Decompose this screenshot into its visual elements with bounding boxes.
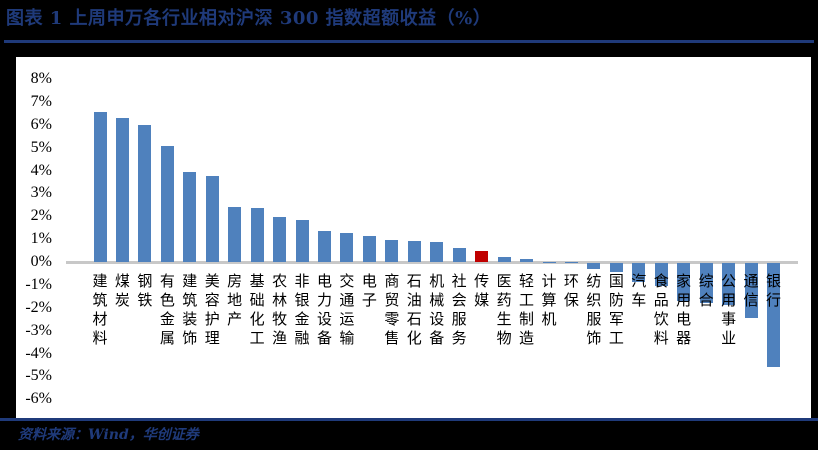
bar-社会服务 xyxy=(452,248,466,262)
category-label: 建筑装饰 xyxy=(182,272,198,347)
top-divider xyxy=(4,40,814,43)
category-label: 非银金融 xyxy=(294,272,310,347)
bar-综合 xyxy=(699,263,713,304)
category-label: 通信 xyxy=(743,272,759,309)
category-label: 轻工制造 xyxy=(519,272,535,347)
y-tick-label: -6% xyxy=(25,390,52,408)
category-label: 美容护理 xyxy=(204,272,220,347)
category-label: 电力设备 xyxy=(316,272,332,347)
category-label: 国防军工 xyxy=(608,272,624,347)
bar-轻工制造 xyxy=(520,258,534,262)
bar-家用电器 xyxy=(677,263,691,301)
bar-传媒 xyxy=(475,251,489,262)
bar-有色金属 xyxy=(160,146,174,262)
bar-非银金融 xyxy=(295,219,309,262)
category-label: 机械设备 xyxy=(429,272,445,347)
category-label: 社会服务 xyxy=(451,272,467,347)
category-label: 商贸零售 xyxy=(384,272,400,347)
y-tick-label: 1% xyxy=(30,230,52,248)
category-label: 煤炭 xyxy=(114,272,130,309)
y-tick-label: 4% xyxy=(30,161,52,179)
bar-公用事业 xyxy=(722,263,736,306)
y-tick-label: 5% xyxy=(30,138,52,156)
y-tick-label: 6% xyxy=(30,115,52,133)
y-tick-label: -4% xyxy=(25,344,52,362)
bar-纺织服饰 xyxy=(587,263,601,269)
category-label: 医药生物 xyxy=(496,272,512,347)
chart-panel: 8% 7% 6% 5% 4% 3% 2% 1% 0% -1% -2% -3% -4% -5% -6% 建筑材… xyxy=(16,57,811,418)
bottom-divider xyxy=(0,418,818,421)
bar-煤炭 xyxy=(115,117,129,262)
bar-医药生物 xyxy=(497,256,511,262)
category-label: 食品饮料 xyxy=(653,272,669,347)
y-tick-label: -2% xyxy=(25,298,52,316)
category-label: 汽车 xyxy=(631,272,647,309)
bar-石油石化 xyxy=(407,241,421,262)
bar-商贸零售 xyxy=(385,240,399,262)
y-tick-label: 7% xyxy=(30,92,52,110)
bar-建筑材料 xyxy=(93,112,107,262)
category-label: 银行 xyxy=(765,272,781,309)
category-label: 综合 xyxy=(698,272,714,309)
category-label: 计算机 xyxy=(541,272,557,328)
category-label: 环保 xyxy=(563,272,579,309)
y-tick-label: 3% xyxy=(30,184,52,202)
category-label: 电子 xyxy=(361,272,377,309)
bar-食品饮料 xyxy=(654,263,668,286)
y-tick-label: 0% xyxy=(30,253,52,270)
category-label: 钢铁 xyxy=(137,272,153,309)
category-label: 有色金属 xyxy=(159,272,175,347)
bar-汽车 xyxy=(632,263,646,283)
bar-银行 xyxy=(767,263,780,368)
bar-机械设备 xyxy=(430,241,444,262)
bar-交通运输 xyxy=(340,233,354,262)
chart-title: 图表 1 上周申万各行业相对沪深 300 指数超额收益（%） xyxy=(6,8,492,29)
bar-房地产 xyxy=(228,207,242,262)
category-label: 石油石化 xyxy=(406,272,422,347)
category-label: 公用事业 xyxy=(721,272,737,347)
y-tick-label: 2% xyxy=(30,207,52,225)
bar-基础化工 xyxy=(250,208,264,262)
x-axis-line xyxy=(66,261,798,264)
category-label: 农林牧渔 xyxy=(272,272,288,347)
category-label: 基础化工 xyxy=(249,272,265,347)
bar-钢铁 xyxy=(138,124,152,262)
y-tick-label: 8% xyxy=(30,70,52,87)
category-label: 纺织服饰 xyxy=(586,272,602,347)
category-label: 建筑材料 xyxy=(92,272,108,347)
category-label: 交通运输 xyxy=(339,272,355,347)
source-note: 资料来源：Wind，华创证券 xyxy=(18,427,199,443)
category-label: 房地产 xyxy=(227,272,243,328)
y-tick-label: -5% xyxy=(25,367,52,385)
bar-电力设备 xyxy=(318,231,331,262)
bar-国防军工 xyxy=(609,263,623,273)
y-tick-label: -1% xyxy=(25,275,52,293)
bar-农林牧渔 xyxy=(273,217,287,262)
category-label: 传媒 xyxy=(474,272,490,309)
bar-通信 xyxy=(744,263,758,318)
bar-电子 xyxy=(362,235,376,262)
y-tick-label: -3% xyxy=(25,321,52,339)
bar-美容护理 xyxy=(205,176,219,262)
bar-建筑装饰 xyxy=(183,171,197,262)
category-label: 家用电器 xyxy=(676,272,692,347)
